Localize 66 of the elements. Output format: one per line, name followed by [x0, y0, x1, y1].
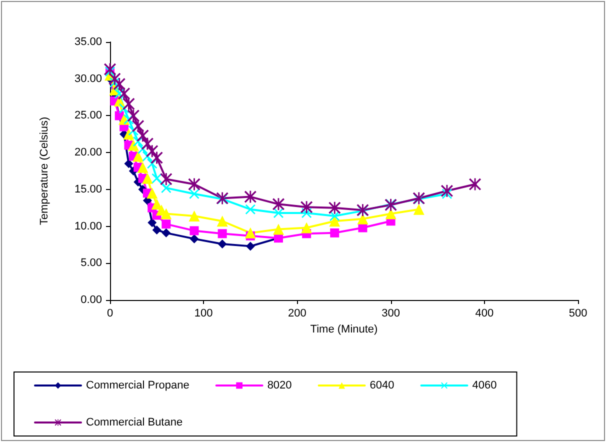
point	[244, 227, 256, 238]
point	[123, 128, 134, 140]
point	[216, 216, 228, 227]
legend-label: 4060	[472, 380, 497, 392]
point	[246, 242, 255, 251]
legend-label: Commercial Propane	[86, 380, 190, 392]
point	[330, 228, 340, 238]
point	[301, 222, 312, 234]
point	[189, 188, 200, 199]
point	[150, 152, 163, 164]
point	[148, 218, 157, 228]
y-tick-label: 20.00	[74, 146, 102, 159]
y-tick-label: 15.00	[74, 183, 102, 196]
point	[218, 229, 227, 238]
y-tick-label: 5.00	[80, 257, 102, 270]
x-tick-label: 200	[288, 308, 306, 320]
y-tick-label: 0.00	[80, 294, 102, 306]
point	[162, 220, 171, 229]
x-tick-label: 100	[194, 308, 213, 320]
point	[152, 173, 162, 184]
point	[160, 208, 172, 220]
y-axis-title: Temperature (Celsius)	[38, 116, 50, 226]
x-tick-label: 500	[568, 308, 588, 320]
point	[218, 239, 227, 248]
point	[132, 120, 144, 132]
point	[357, 213, 368, 224]
point	[328, 202, 341, 214]
point	[162, 228, 171, 238]
point	[244, 190, 256, 203]
legend-label: 8020	[267, 380, 292, 392]
y-tick-label: 10.00	[74, 220, 102, 232]
point	[440, 184, 453, 197]
point	[188, 210, 200, 222]
point	[113, 78, 126, 90]
y-tick-label: 30.00	[74, 72, 102, 85]
legend-label: Commercial Butane	[86, 416, 183, 428]
point	[132, 150, 144, 162]
point	[188, 178, 200, 190]
point	[160, 173, 172, 186]
point	[122, 98, 135, 110]
point	[469, 178, 482, 190]
y-tick-label: 35.00	[74, 36, 102, 48]
point	[190, 234, 199, 244]
x-axis-title: Time (Minute)	[310, 323, 378, 336]
point	[273, 208, 284, 218]
point	[272, 224, 284, 235]
point	[190, 226, 199, 236]
point	[142, 172, 153, 184]
x-tick-label: 400	[475, 308, 494, 320]
point	[272, 198, 284, 210]
legend-label: 6040	[370, 380, 394, 392]
point	[118, 88, 130, 100]
point	[413, 204, 424, 215]
point	[152, 225, 162, 234]
point	[136, 130, 149, 142]
point	[146, 188, 158, 199]
point	[245, 204, 256, 214]
x-tick-label: 0	[106, 308, 114, 320]
point	[161, 182, 172, 193]
point	[300, 201, 313, 214]
x-tick-label: 300	[382, 308, 400, 320]
point	[127, 110, 140, 122]
point	[137, 162, 148, 173]
y-tick-label: 25.00	[74, 110, 102, 122]
point	[385, 208, 396, 220]
point	[329, 216, 340, 227]
